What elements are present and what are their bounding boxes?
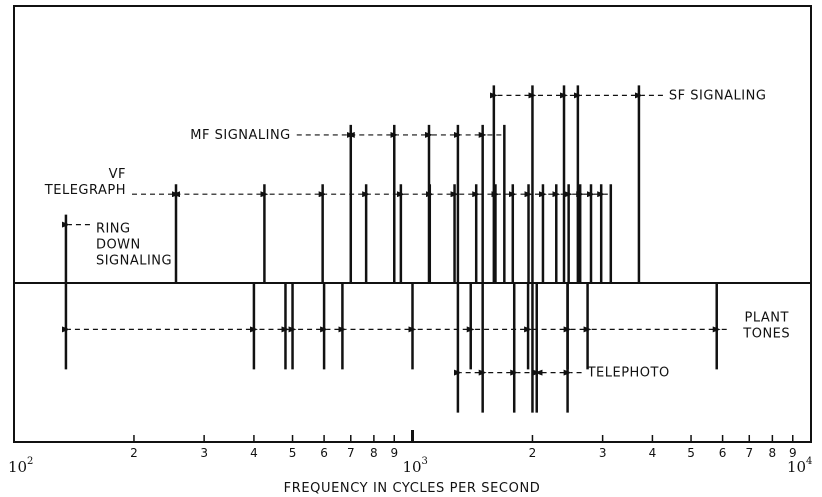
tick-label: 7 bbox=[347, 446, 355, 460]
decade-label: 10 bbox=[403, 458, 422, 476]
series-group bbox=[61, 85, 727, 413]
tick-label: 4 bbox=[649, 446, 657, 460]
tick-label: 5 bbox=[289, 446, 297, 460]
tick-label: 6 bbox=[719, 446, 727, 460]
telephoto-label: TELEPHOTO bbox=[587, 366, 670, 381]
decade-label: 10 bbox=[787, 458, 806, 476]
decade-exponent: 3 bbox=[422, 456, 428, 467]
decade-label: 10 bbox=[8, 458, 27, 476]
ring-down-signaling-label: SIGNALING bbox=[96, 254, 172, 269]
mf-signaling-label: MF SIGNALING bbox=[190, 128, 290, 143]
tick-label: 4 bbox=[250, 446, 258, 460]
plant-tones-label: PLANT bbox=[744, 310, 788, 325]
tick-label: 6 bbox=[320, 446, 328, 460]
plant-tones-label: TONES bbox=[742, 326, 790, 341]
decade-exponent: 4 bbox=[806, 456, 812, 467]
tick-label: 5 bbox=[687, 446, 695, 460]
decade-exponent: 2 bbox=[27, 456, 33, 467]
tick-label: 3 bbox=[599, 446, 607, 460]
vf-telegraph-label: TELEGRAPH bbox=[44, 183, 126, 198]
tick-label: 2 bbox=[130, 446, 138, 460]
tick-label: 8 bbox=[370, 446, 378, 460]
vf-telegraph-label: VF bbox=[109, 167, 126, 182]
ring-down-signaling-label: DOWN bbox=[96, 238, 141, 253]
tick-label: 8 bbox=[769, 446, 777, 460]
ring-down-signaling-label: RING bbox=[96, 222, 131, 237]
tick-label: 9 bbox=[789, 446, 797, 460]
x-axis-label: FREQUENCY IN CYCLES PER SECOND bbox=[284, 481, 541, 496]
tick-label: 7 bbox=[745, 446, 753, 460]
x-axis-ticks: 2 3 4 5 6 7 8 9 2 3 4 5 6 7 8 910 2 10 3 10 4 bbox=[8, 430, 812, 476]
tick-label: 3 bbox=[200, 446, 208, 460]
tick-label: 9 bbox=[390, 446, 398, 460]
tick-label: 2 bbox=[529, 446, 537, 460]
sf-signaling-label: SF SIGNALING bbox=[669, 88, 767, 103]
plot-frame bbox=[13, 5, 812, 443]
